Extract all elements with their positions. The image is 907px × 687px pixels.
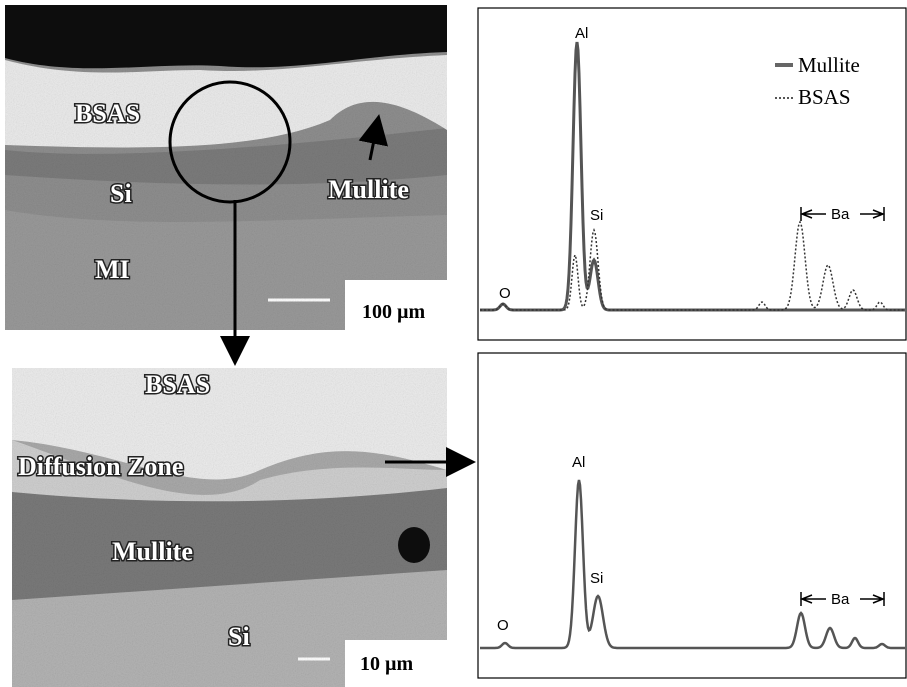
range-arrow: [799, 209, 826, 219]
scale-label: 100 µm: [362, 301, 426, 323]
legend-label: Mullite: [798, 53, 860, 77]
spectrum-curve: [480, 220, 905, 311]
highlight-circle: [168, 80, 292, 204]
micrograph-label: MI: [95, 255, 130, 284]
spectrum-frame: [477, 352, 907, 679]
micrograph-top: [5, 5, 447, 330]
spectrum-curve: [480, 41, 905, 312]
micrograph-label: Mullite: [112, 537, 193, 566]
micrograph-label: BSAS: [75, 99, 140, 128]
micrograph-bottom: [12, 368, 447, 687]
peak-label: O: [499, 285, 511, 302]
arrow: [358, 114, 389, 161]
micrograph-label: Si: [228, 622, 250, 651]
micrograph-label: Mullite: [328, 175, 409, 204]
spectrum-curve: [480, 479, 905, 650]
range-arrow: [860, 594, 886, 604]
peak-label: O: [497, 617, 509, 634]
scale-label: 10 µm: [360, 653, 414, 675]
range-label: Ba: [831, 591, 850, 608]
legend-label: BSAS: [798, 85, 851, 109]
peak-label: Si: [590, 207, 603, 224]
micrograph-label: BSAS: [145, 370, 210, 399]
micrograph-label: Si: [110, 179, 132, 208]
micrograph-label: Diffusion Zone: [18, 452, 183, 481]
range-label: Ba: [831, 206, 850, 223]
peak-label: Si: [590, 570, 603, 587]
range-arrow: [799, 594, 826, 604]
peak-label: Al: [572, 454, 585, 471]
peak-label: Al: [575, 25, 588, 42]
spectrum-frame: [477, 7, 907, 341]
range-arrow: [860, 209, 886, 219]
